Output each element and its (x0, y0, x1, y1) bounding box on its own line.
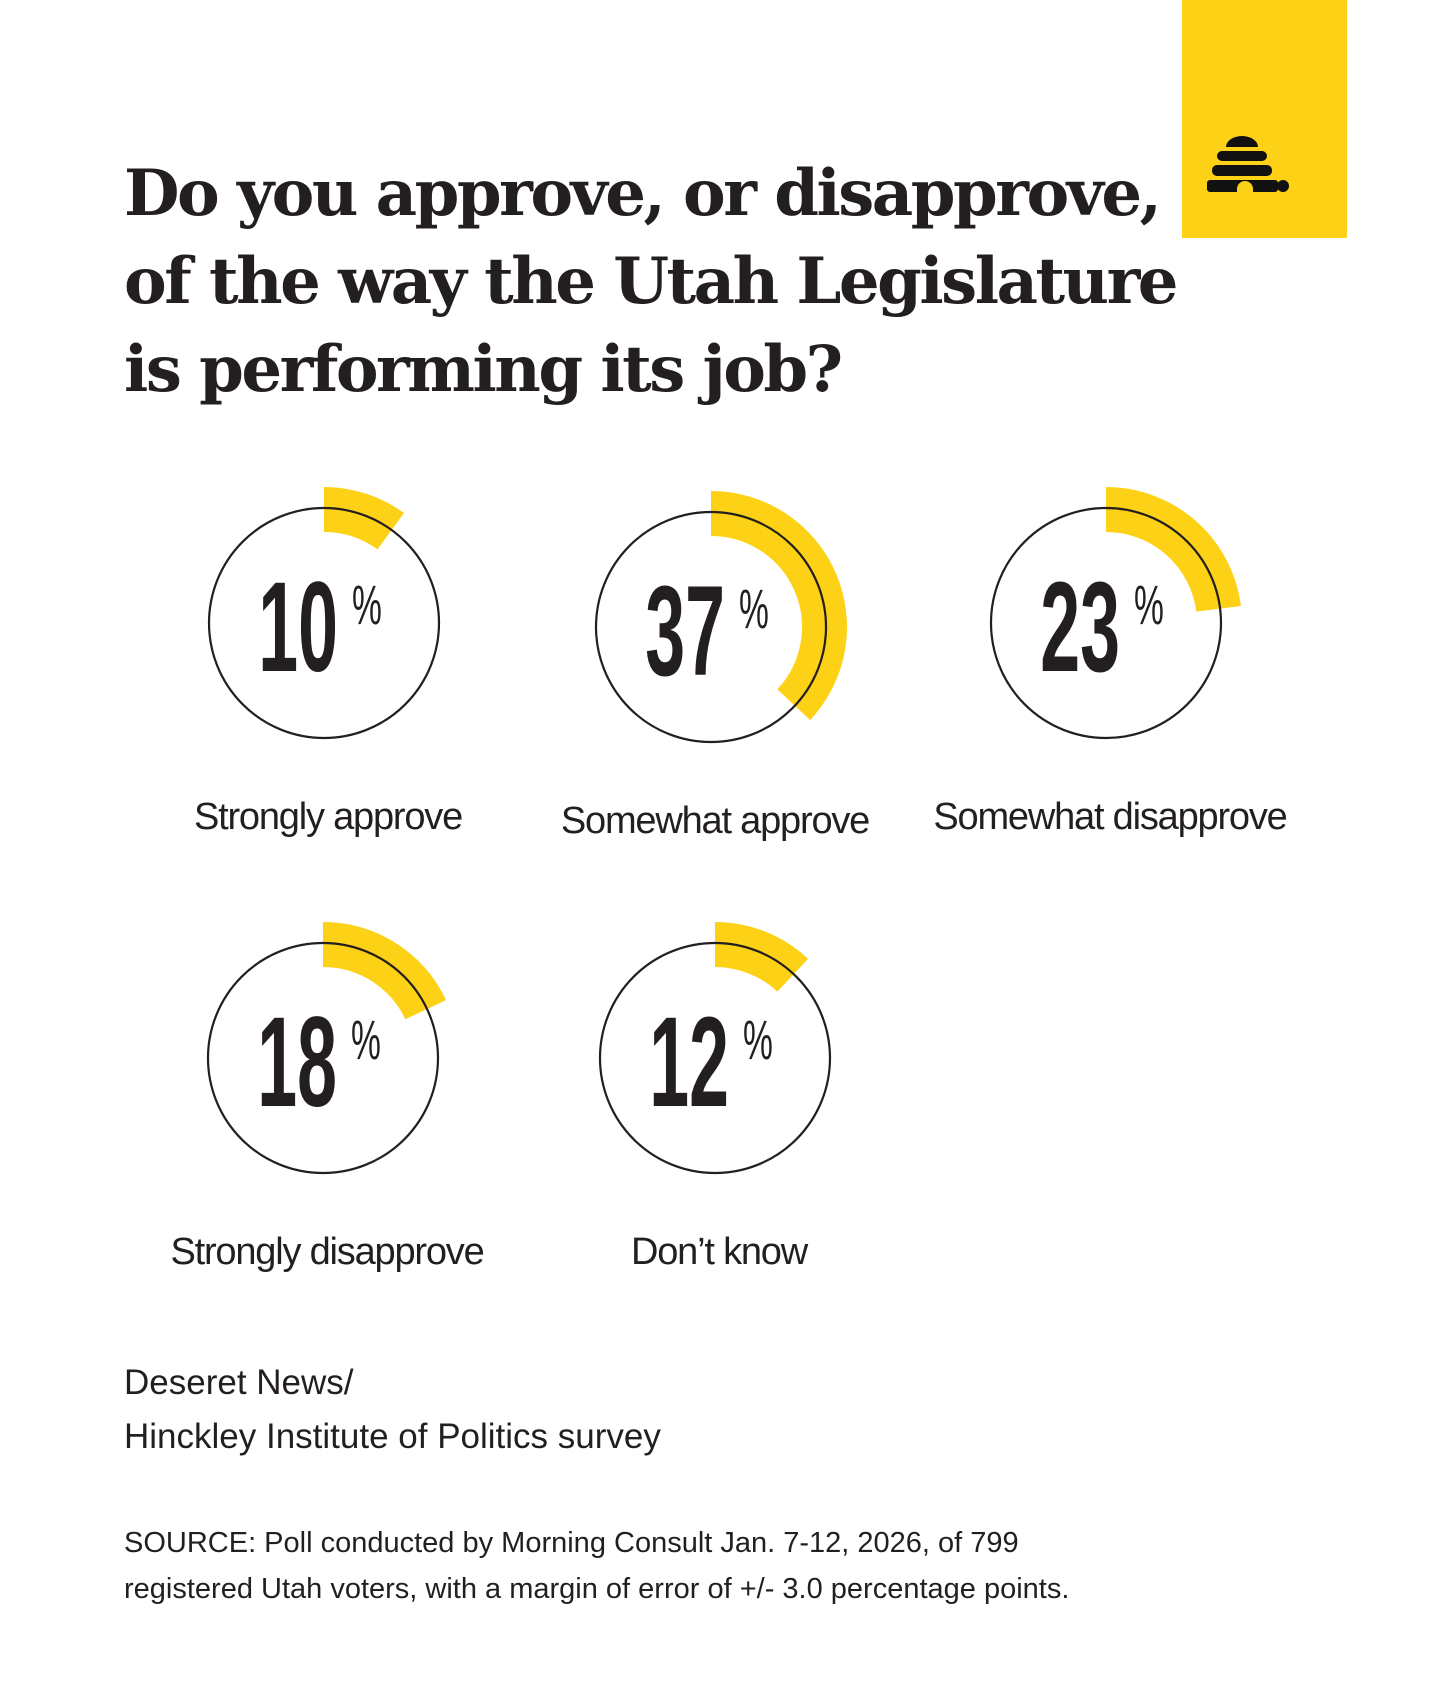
percent-sign: % (743, 1008, 773, 1071)
category-label: Strongly approve (194, 796, 462, 838)
category-label: Somewhat disapprove (933, 796, 1286, 838)
source-note: SOURCE: Poll conducted by Morning Consul… (124, 1520, 1069, 1612)
ring (206, 941, 440, 1175)
percent-sign: % (739, 577, 769, 640)
value-label: 12 (649, 990, 729, 1133)
beehive-icon (1207, 136, 1289, 192)
progress-arc (714, 922, 809, 993)
credit: Deseret News/ Hinckley Institute of Poli… (124, 1356, 661, 1464)
gauges: 10 % Strongly approve 37 % Somewhat approve 23… (170, 487, 1288, 1273)
value-label: 23 (1040, 555, 1120, 698)
ring (989, 506, 1223, 740)
gauge-0: 10 % Strongly approve (194, 487, 463, 838)
progress-arc (323, 487, 404, 550)
credit-line-2: Hinckley Institute of Politics survey (124, 1417, 661, 1456)
progress-arc (1105, 487, 1241, 613)
logo-badge (1182, 0, 1347, 238)
ring (207, 506, 441, 740)
credit-line-1: Deseret News/ (124, 1363, 354, 1402)
value-label: 18 (257, 990, 337, 1133)
percent-sign: % (352, 573, 382, 636)
value-label: 37 (645, 559, 725, 702)
source-line-1: SOURCE: Poll conducted by Morning Consul… (124, 1527, 1019, 1559)
percent-sign: % (1134, 573, 1164, 636)
gauge-1: 37 % Somewhat approve (561, 491, 870, 842)
chart-title: Do you approve, or disapprove, of the wa… (124, 156, 1179, 407)
value-label: 10 (258, 555, 338, 698)
progress-arc (322, 922, 447, 1020)
progress-arc (710, 491, 847, 721)
percent-sign: % (351, 1008, 381, 1071)
ring (598, 941, 832, 1175)
category-label: Somewhat approve (561, 800, 869, 842)
gauge-2: 23 % Somewhat disapprove (933, 487, 1288, 838)
gauge-4: 12 % Don’t know (598, 922, 832, 1273)
category-label: Strongly disapprove (170, 1231, 483, 1273)
gauge-3: 18 % Strongly disapprove (170, 922, 485, 1273)
category-label: Don’t know (631, 1231, 809, 1273)
ring (594, 510, 828, 744)
source-line-2: registered Utah voters, with a margin of… (124, 1573, 1070, 1605)
